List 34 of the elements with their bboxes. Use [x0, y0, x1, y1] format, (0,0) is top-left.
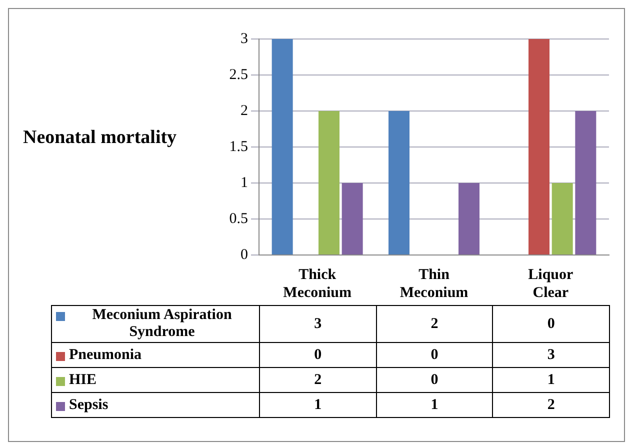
y-tick-label: 3	[240, 30, 248, 47]
x-tick-label: Liquor Clear	[528, 266, 574, 301]
data-label: 2	[260, 368, 376, 392]
bar	[552, 183, 573, 254]
bar	[318, 111, 340, 254]
data-label: 2	[376, 306, 493, 342]
bar	[528, 39, 550, 254]
data-label: 0	[376, 368, 493, 392]
data-label: 2	[492, 392, 610, 418]
y-tick-label: 2.5	[229, 66, 248, 83]
y-axis-title: Neonatal mortality	[23, 127, 177, 149]
legend-label: Meconium Aspiration Syndrome	[91, 307, 233, 341]
data-label: 0	[376, 342, 493, 368]
y-tick-label: 1.5	[229, 138, 248, 155]
x-tick-label: Thick Meconium	[283, 266, 352, 301]
y-tick-label: 1	[240, 174, 248, 191]
legend-label: Sepsis	[69, 396, 110, 414]
data-label: 1	[260, 392, 376, 418]
data-label: 1	[376, 392, 493, 418]
legend-label: Pneumonia	[69, 346, 143, 364]
bar	[342, 183, 363, 254]
y-tick-label: 0	[240, 246, 248, 263]
bar	[458, 183, 480, 254]
data-label: 0	[492, 306, 610, 342]
bar	[272, 39, 293, 254]
legend-label: HIE	[69, 372, 98, 388]
data-label: 3	[492, 342, 610, 368]
bar	[388, 111, 410, 254]
bar	[575, 111, 596, 254]
y-tick-label: 2	[240, 102, 248, 119]
y-tick-label: 0.5	[229, 210, 248, 227]
x-tick-label: Thin Meconium	[400, 266, 469, 301]
data-label: 0	[260, 342, 376, 368]
data-label: 1	[492, 368, 610, 392]
